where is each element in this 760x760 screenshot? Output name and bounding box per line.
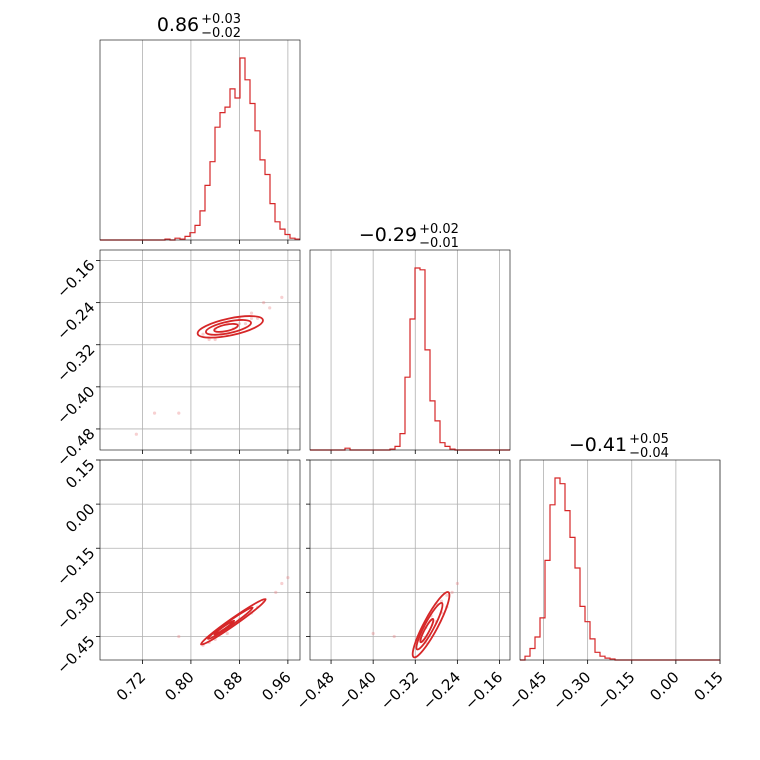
panel-frame (99, 459, 301, 661)
scatter-point (280, 581, 284, 586)
x-tick-label: 0.80 (161, 668, 197, 704)
scatter-point (371, 631, 375, 636)
x-tick-label: 0.88 (210, 668, 246, 704)
scatter-point (237, 322, 241, 326)
scatter-point (152, 411, 157, 415)
contour-level-2 (213, 323, 239, 333)
scatter-point (450, 590, 454, 594)
x-tick-label: 0.00 (646, 668, 682, 704)
scatter-point (177, 411, 181, 415)
x-tick-label: −0.16 (461, 668, 506, 713)
y-tick-label: −0.16 (53, 256, 98, 301)
panel-title-0: 0.86 (157, 14, 199, 36)
pair-panel-0-2 (96, 459, 301, 664)
panel-frame (519, 459, 721, 661)
contour-level-1 (207, 606, 254, 640)
y-tick-label: −0.15 (53, 544, 98, 589)
x-tick-label: −0.45 (505, 668, 550, 713)
x-tick-label: −0.30 (549, 668, 594, 713)
panel-frame (309, 249, 511, 451)
panel-title-upper-2: +0.05 (629, 432, 669, 447)
histogram-panel-2: −0.41 +0.05−0.04 (519, 432, 721, 664)
scatter-point (177, 634, 181, 639)
panel-frame (99, 39, 301, 241)
x-tick-label: −0.24 (419, 668, 464, 713)
panel-title-1: −0.29 (359, 224, 417, 246)
panel-title-lower-1: −0.01 (419, 236, 459, 251)
x-tick-label: 0.15 (690, 668, 726, 704)
x-tick-label: −0.15 (593, 668, 638, 713)
scatter-point (455, 581, 459, 586)
x-tick-label: 0.72 (113, 668, 149, 704)
contour-level-1 (415, 601, 444, 651)
scatter-point (249, 316, 254, 321)
contour-level-0 (196, 315, 264, 339)
scatter-point (213, 337, 217, 342)
y-tick-label: −0.32 (53, 340, 98, 385)
contour-level-0 (411, 591, 451, 659)
scatter-point (392, 634, 396, 639)
panel-title-upper-0: +0.03 (201, 12, 241, 27)
x-tick-label: −0.48 (293, 668, 338, 713)
scatter-point (280, 295, 284, 299)
panel-frame (309, 459, 511, 661)
contour-level-1 (205, 319, 252, 336)
panel-title-2: −0.41 (569, 434, 627, 456)
scatter-point (274, 590, 278, 594)
scatter-point (134, 432, 138, 436)
x-tick-label: 0.96 (258, 668, 294, 704)
panel-title-lower-2: −0.04 (629, 446, 669, 461)
panel-title-upper-1: +0.02 (419, 222, 459, 237)
histogram-panel-1: −0.29 +0.02−0.01 (309, 222, 511, 454)
scatter-point (439, 599, 444, 603)
histogram-steps-2 (520, 477, 720, 661)
scatter-point (268, 306, 272, 310)
scatter-point (286, 576, 290, 580)
scatter-point (445, 593, 449, 597)
scatter-point (262, 301, 266, 305)
pair-panel-1-2 (306, 459, 511, 664)
contour-level-2 (419, 618, 435, 644)
panel-frame (99, 249, 301, 451)
scatter-point (249, 311, 254, 315)
scatter-point (225, 631, 229, 636)
scatter-point (201, 332, 205, 336)
y-tick-label: 0.00 (62, 500, 98, 536)
histogram-steps-1 (310, 267, 510, 451)
scatter-point (243, 322, 248, 326)
scatter-point (207, 337, 211, 342)
x-tick-label: −0.40 (335, 668, 380, 713)
y-tick-label: −0.24 (53, 298, 98, 343)
y-tick-label: −0.30 (53, 588, 98, 633)
panel-title-lower-0: −0.02 (201, 26, 241, 41)
pair-panel-0-1 (96, 249, 301, 454)
histogram-panel-0: 0.86 +0.03−0.02 (99, 12, 301, 244)
y-tick-label: −0.45 (53, 632, 98, 677)
contour-level-2 (213, 619, 236, 636)
y-tick-label: −0.40 (53, 383, 98, 428)
x-tick-label: −0.32 (377, 668, 422, 713)
histogram-steps-0 (100, 57, 300, 241)
